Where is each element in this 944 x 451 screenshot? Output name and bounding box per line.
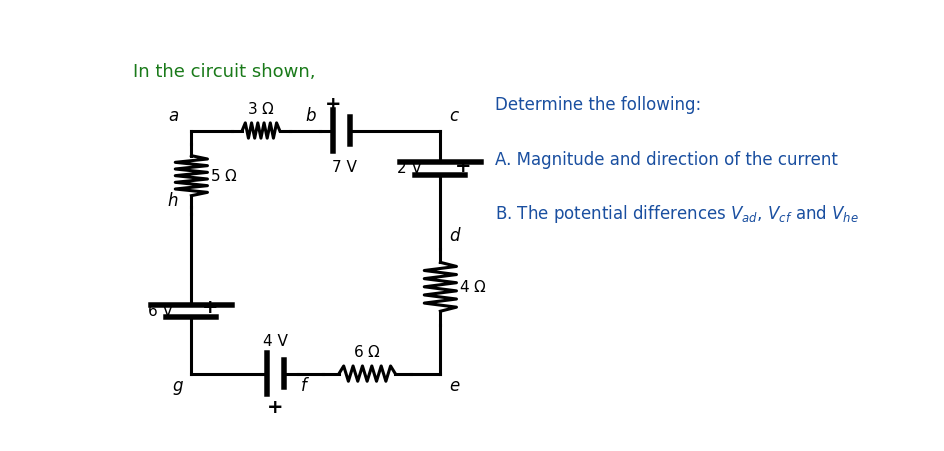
Text: In the circuit shown,: In the circuit shown,	[132, 63, 315, 81]
Text: +: +	[201, 298, 218, 317]
Text: f: f	[301, 377, 307, 395]
Text: A. Magnitude and direction of the current: A. Magnitude and direction of the curren…	[495, 152, 837, 170]
Text: 7 V: 7 V	[331, 160, 357, 175]
Text: c: c	[448, 107, 458, 125]
Text: 4 $\Omega$: 4 $\Omega$	[458, 279, 486, 295]
Text: d: d	[448, 227, 459, 245]
Text: h: h	[167, 193, 178, 210]
Text: 2 V: 2 V	[396, 161, 422, 176]
Text: B. The potential differences $V_{ad}$, $V_{cf}$ and $V_{he}$: B. The potential differences $V_{ad}$, $…	[495, 203, 858, 226]
Text: 5 $\Omega$: 5 $\Omega$	[210, 168, 237, 184]
Text: 6 V: 6 V	[148, 304, 173, 318]
Text: +: +	[267, 398, 283, 417]
Text: 3 $\Omega$: 3 $\Omega$	[246, 101, 275, 117]
Text: +: +	[455, 157, 471, 176]
Text: g: g	[172, 377, 182, 395]
Text: 6 $\Omega$: 6 $\Omega$	[353, 344, 380, 360]
Text: a: a	[168, 107, 178, 125]
Text: 4 V: 4 V	[262, 334, 288, 349]
Text: e: e	[448, 377, 459, 395]
Text: Determine the following:: Determine the following:	[495, 96, 700, 114]
Text: b: b	[305, 107, 315, 125]
Text: +: +	[324, 95, 341, 114]
